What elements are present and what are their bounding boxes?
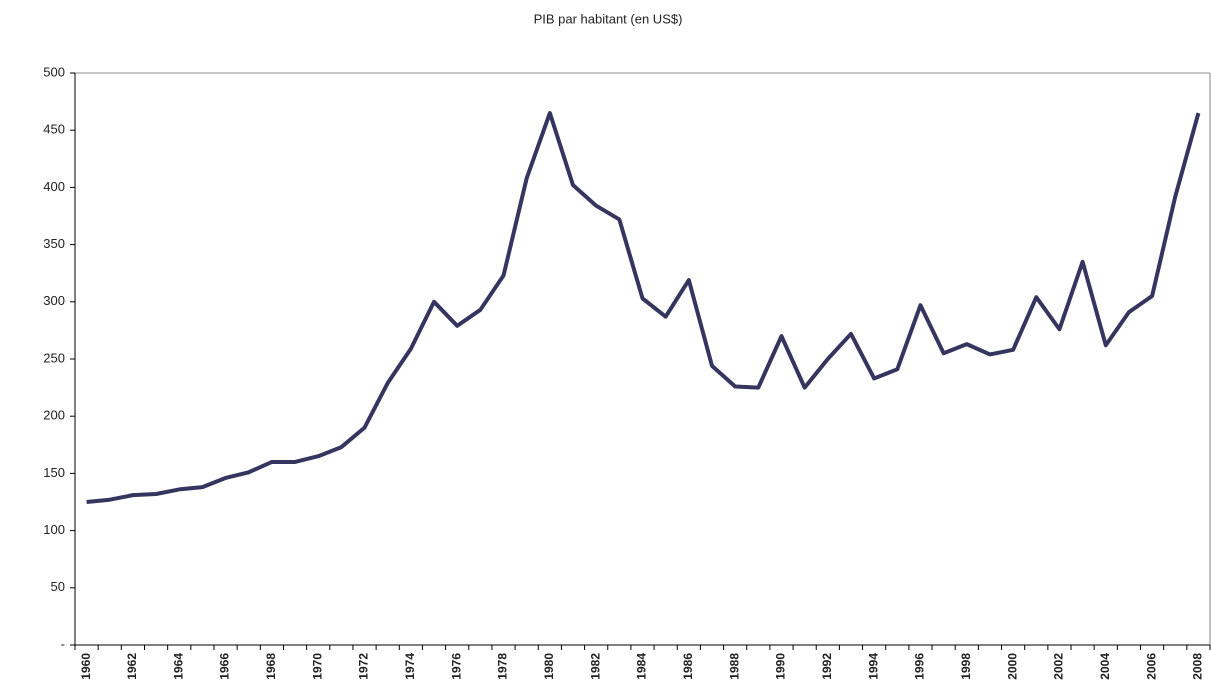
x-tick-label: 1986 [681, 653, 695, 680]
x-tick-label: 1990 [774, 653, 788, 680]
data-line [86, 111, 1201, 504]
y-tick-label: 50 [51, 579, 65, 594]
x-tick-label: 1968 [264, 653, 278, 680]
x-tick-label: 1960 [79, 653, 93, 680]
y-tick-label: 200 [43, 408, 65, 423]
x-tick-label: 2000 [1005, 653, 1019, 680]
x-tick-label: 1964 [171, 653, 185, 680]
x-tick-label: 2004 [1098, 653, 1112, 680]
x-tick-label: 1974 [403, 653, 417, 680]
x-tick-label: 1982 [588, 653, 602, 680]
x-tick-label: 2002 [1052, 653, 1066, 680]
y-tick-label: 350 [43, 236, 65, 251]
x-tick-label: 1978 [496, 653, 510, 680]
x-tick-label: 1996 [913, 653, 927, 680]
y-tick-label: 300 [43, 293, 65, 308]
x-tick-label: 1976 [449, 653, 463, 680]
x-tick-label: 2006 [1144, 653, 1158, 680]
x-tick-label: 1998 [959, 653, 973, 680]
x-tick-label: 1994 [866, 653, 880, 680]
y-tick-label: 250 [43, 350, 65, 365]
y-tick-label: 150 [43, 465, 65, 480]
y-tick-label: 400 [43, 179, 65, 194]
y-tick-label: 450 [43, 122, 65, 137]
x-tick-label: 1980 [542, 653, 556, 680]
y-tick-label: - [61, 636, 65, 651]
x-tick-label: 1972 [357, 653, 371, 680]
x-tick-label: 1970 [310, 653, 324, 680]
x-tick-label: 1988 [727, 653, 741, 680]
x-tick-label: 2008 [1191, 653, 1205, 680]
x-tick-label: 1962 [125, 653, 139, 680]
y-tick-label: 100 [43, 522, 65, 537]
x-tick-label: 1984 [635, 653, 649, 680]
x-tick-label: 1966 [218, 653, 232, 680]
x-tick-label: 1992 [820, 653, 834, 680]
y-tick-label: 500 [43, 64, 65, 79]
chart-title: PIB par habitant (en US$) [534, 11, 683, 26]
